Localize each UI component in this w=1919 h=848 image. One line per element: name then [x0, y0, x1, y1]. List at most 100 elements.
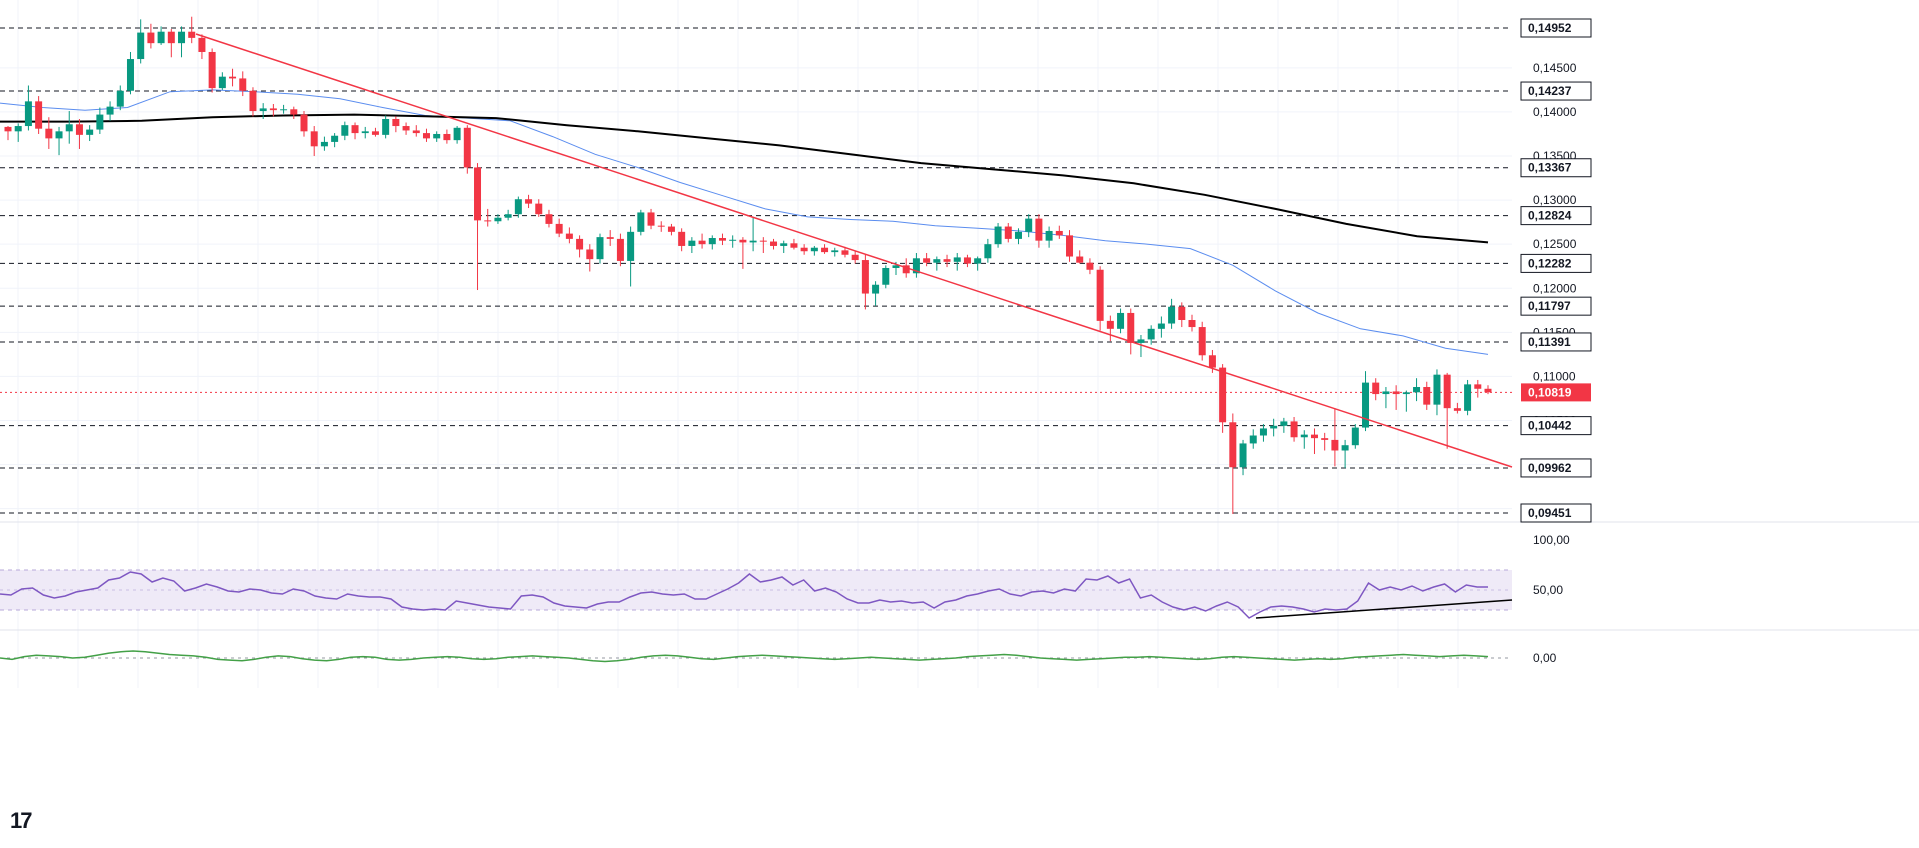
candle-body — [749, 240, 757, 243]
descending-trendline — [195, 33, 1513, 468]
candle-body — [45, 128, 53, 139]
candle-body — [433, 133, 441, 139]
candle-body — [280, 109, 288, 111]
osc-tick-label: 0,00 — [1533, 651, 1557, 665]
candle-body — [606, 237, 614, 239]
candle-body — [729, 239, 737, 241]
sma-line — [0, 113, 1489, 244]
candle-body — [239, 78, 247, 91]
candle-body — [1382, 391, 1390, 395]
candle-body — [657, 225, 665, 227]
level-tag — [1520, 206, 1592, 226]
candle-body — [1310, 434, 1318, 439]
candle-body — [616, 238, 624, 261]
moving-averages — [0, 89, 1489, 355]
level-tag — [1520, 458, 1592, 478]
candle-body — [86, 129, 94, 135]
level-tag — [1520, 503, 1592, 523]
rsi-tick-label: 50,00 — [1533, 583, 1563, 597]
candle-body — [1290, 421, 1298, 438]
candle-body — [1331, 439, 1339, 451]
candle-body — [739, 239, 747, 243]
candle-body — [1025, 218, 1033, 232]
level-tag-label: 0,13367 — [1528, 161, 1572, 175]
candle-body — [790, 243, 798, 248]
level-tag-label: 0,11797 — [1528, 299, 1571, 313]
support-resistance-levels — [0, 27, 1512, 514]
candle-body — [882, 267, 890, 285]
candle-body — [912, 258, 920, 274]
candle-body — [1362, 382, 1370, 428]
candle-body — [75, 124, 83, 135]
candle-body — [535, 203, 543, 215]
candle-body — [331, 135, 339, 142]
y-tick-label: 0,14500 — [1533, 61, 1577, 75]
candle-body — [188, 31, 196, 38]
candle-body — [872, 284, 880, 294]
level-tag-label: 0,09962 — [1528, 461, 1572, 475]
candle-body — [361, 131, 369, 134]
candle-body — [1464, 384, 1472, 411]
candle-body — [1014, 231, 1022, 239]
candle-body — [1086, 262, 1094, 270]
candle-body — [770, 241, 778, 246]
candle-body — [1443, 374, 1451, 409]
level-tag — [1520, 416, 1592, 436]
candle-body — [310, 131, 318, 147]
candle-body — [780, 243, 788, 246]
candle-body — [1096, 269, 1104, 321]
candle-body — [1300, 434, 1308, 438]
oscillator-panel — [0, 521, 1919, 663]
candle-body — [1147, 328, 1155, 340]
candle-body — [1484, 388, 1492, 393]
candle-body — [1239, 443, 1247, 468]
candle-body — [412, 130, 420, 134]
current-price-tag — [1521, 383, 1591, 402]
candle-body — [382, 118, 390, 135]
candle-body — [902, 265, 910, 274]
candle-body — [525, 199, 533, 204]
level-tag-label: 0,14952 — [1528, 21, 1572, 35]
candle-body — [1055, 230, 1063, 236]
candle-body — [565, 233, 573, 239]
candle-body — [1137, 339, 1145, 343]
candle-body — [443, 133, 451, 141]
candle-body — [1474, 384, 1482, 389]
y-tick-label: 0,11000 — [1533, 369, 1576, 383]
price-axis[interactable]: 0,145000,140000,135000,130000,125000,120… — [1520, 18, 1592, 665]
candle-body — [1413, 387, 1421, 393]
y-tick-label: 0,13000 — [1533, 193, 1577, 207]
candle-body — [698, 240, 706, 245]
candlestick-series — [4, 16, 1492, 514]
candle-body — [463, 127, 471, 168]
candle-body — [1076, 256, 1084, 263]
candle-body — [933, 259, 941, 263]
candle-body — [943, 259, 951, 262]
candle-body — [1168, 306, 1176, 324]
candle-body — [55, 131, 63, 139]
tradingview-logo[interactable]: 17 — [10, 808, 33, 833]
candle-body — [249, 90, 257, 112]
level-tag — [1520, 81, 1592, 101]
candle-body — [1045, 230, 1053, 241]
candle-body — [514, 199, 522, 215]
candle-body — [371, 131, 379, 135]
candle-body — [1453, 408, 1461, 411]
candle-body — [157, 31, 165, 44]
level-tag-label: 0,11391 — [1528, 335, 1571, 349]
candle-body — [320, 141, 328, 147]
candle-body — [290, 109, 298, 115]
candle-body — [1157, 323, 1165, 329]
candle-body — [1259, 428, 1267, 436]
candle-body — [1198, 327, 1206, 356]
candle-body — [974, 258, 982, 264]
candle-body — [831, 250, 839, 253]
candle-body — [586, 249, 594, 260]
candle-body — [269, 108, 277, 111]
candle-body — [708, 238, 716, 245]
candle-body — [484, 220, 492, 222]
y-tick-label: 0,14000 — [1533, 105, 1577, 119]
level-tag-label: 0,10442 — [1528, 419, 1572, 433]
